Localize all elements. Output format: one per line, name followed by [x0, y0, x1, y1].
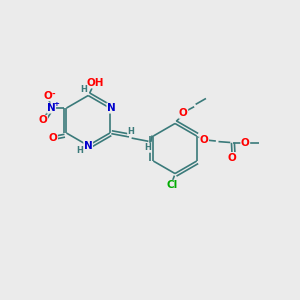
Text: O: O: [228, 152, 236, 163]
Text: +: +: [53, 101, 59, 107]
Text: H: H: [80, 85, 87, 94]
Text: H: H: [128, 127, 134, 136]
Text: OH: OH: [86, 78, 104, 88]
Text: H: H: [145, 143, 152, 152]
Text: -: -: [52, 89, 55, 98]
Text: N: N: [84, 141, 92, 151]
Text: O: O: [43, 91, 52, 101]
Text: O: O: [49, 134, 57, 143]
Text: O: O: [241, 138, 250, 148]
Text: O: O: [39, 116, 47, 125]
Text: O: O: [179, 108, 188, 118]
Text: H: H: [76, 146, 83, 155]
Text: N: N: [107, 103, 116, 113]
Text: O: O: [200, 134, 208, 145]
Text: N: N: [47, 103, 56, 113]
Text: Cl: Cl: [167, 180, 178, 190]
